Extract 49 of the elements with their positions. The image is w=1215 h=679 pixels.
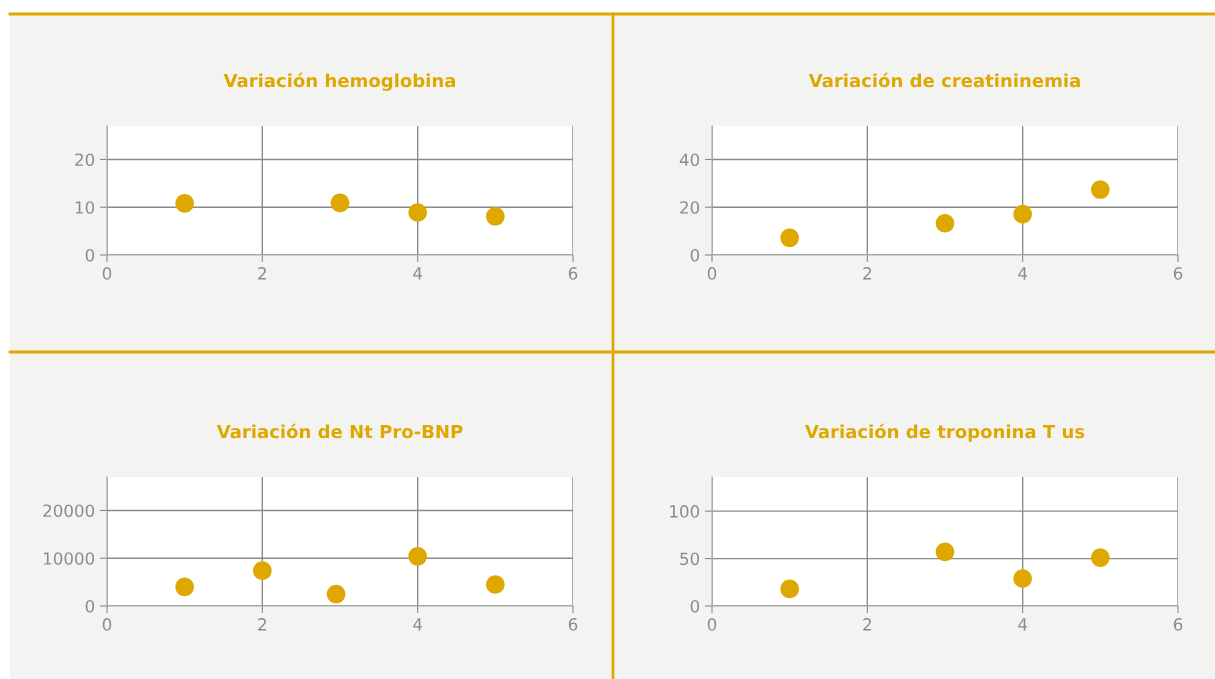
x-tick-label: 2	[863, 618, 871, 631]
y-tick-label: 0	[690, 248, 700, 262]
point	[408, 546, 427, 566]
x-tick-label: 0	[707, 618, 717, 631]
point	[1013, 569, 1032, 588]
point	[1091, 548, 1110, 567]
point	[408, 203, 427, 222]
point	[935, 542, 955, 562]
y-tick-label: 0	[85, 248, 95, 262]
point	[780, 228, 799, 248]
y-tick-label: 0	[85, 599, 95, 613]
y-tick-label: 40	[679, 153, 700, 167]
x-tick-label: 6	[568, 267, 578, 280]
x-tick-label: 6	[568, 618, 578, 631]
point	[486, 206, 505, 226]
x-tick-label: 4	[413, 267, 423, 280]
y-tick-label: 50	[680, 552, 700, 566]
point	[935, 213, 955, 233]
y-tick-label: 100	[670, 505, 700, 518]
point	[175, 194, 194, 213]
x-tick-label: 4	[1018, 267, 1028, 280]
x-tick-label: 4	[1018, 618, 1028, 631]
chart-title: Variación de troponina T us	[805, 423, 1085, 442]
chart-title: Variación de Nt Pro-BNP	[216, 423, 463, 439]
y-tick-label: 10000	[44, 552, 95, 565]
x-tick-label: 4	[413, 618, 423, 631]
point	[326, 584, 346, 604]
point	[1091, 180, 1110, 199]
x-tick-label: 2	[863, 267, 871, 280]
x-tick-label: 6	[1173, 267, 1183, 280]
y-tick-label: 10	[75, 201, 95, 214]
y-tick-label: 20000	[43, 504, 95, 518]
y-tick-label: 20	[680, 201, 700, 214]
point	[780, 579, 799, 599]
point	[175, 577, 194, 597]
x-tick-label: 6	[1173, 618, 1183, 631]
chart-title: Variación hemoglobina	[223, 72, 456, 92]
x-tick-label: 2	[258, 618, 266, 631]
x-tick-label: 0	[707, 267, 717, 280]
point	[330, 193, 350, 213]
x-tick-label: 0	[102, 618, 112, 631]
chart-title: Variación de creatininemia	[808, 72, 1080, 88]
y-tick-label: 20	[75, 153, 95, 167]
x-tick-label: 2	[258, 267, 266, 280]
y-tick-label: 0	[690, 599, 700, 613]
x-tick-label: 0	[102, 267, 112, 280]
point	[486, 575, 505, 594]
point	[1013, 204, 1032, 224]
point	[253, 561, 272, 580]
